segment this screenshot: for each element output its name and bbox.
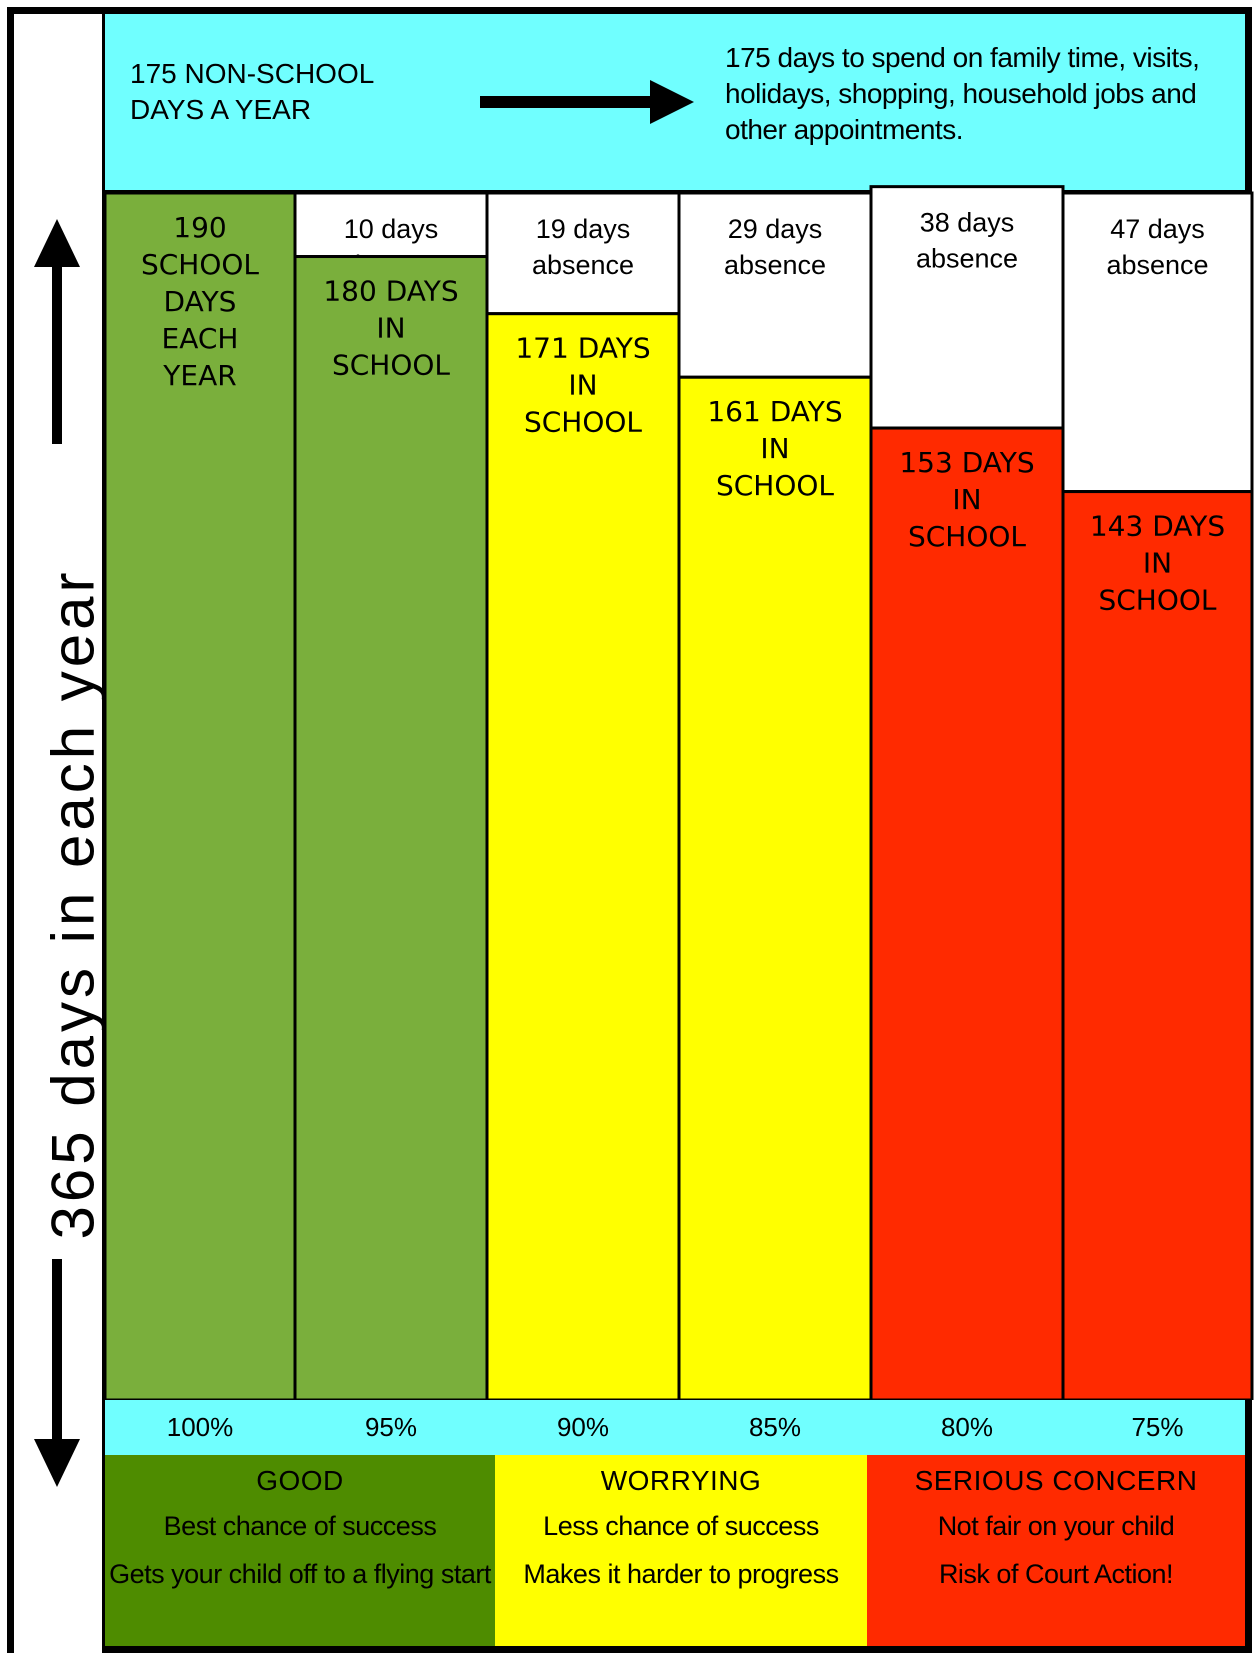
down-arrow-shaft <box>52 1259 62 1444</box>
absence-bar-4 <box>869 185 1065 430</box>
legend-line: Gets your child off to a flying start <box>109 1559 491 1589</box>
school-days-label: SCHOOL <box>332 349 450 382</box>
school-days-bar-1 <box>293 255 489 1400</box>
school-days-label: 171 DAYS <box>515 332 650 365</box>
school-days-label: IN <box>760 432 789 465</box>
school-days-label: 143 DAYS <box>1090 510 1225 543</box>
percent-label: 85% <box>748 1412 802 1442</box>
legend-title: WORRYING <box>600 1465 762 1496</box>
percent-label: 75% <box>1131 1412 1184 1442</box>
school-days-label: IN <box>376 312 405 345</box>
percent-label: 100% <box>166 1412 234 1442</box>
legend-serious-concern: SERIOUS CONCERN Not fair on your child Ris… <box>867 1455 1245 1653</box>
right-arrow-icon <box>650 80 694 124</box>
up-arrow-icon <box>34 219 80 267</box>
y-axis-panel: 365 days in each year <box>14 14 107 1653</box>
attendance-percent-band: 100% 95% 90% 85% 80% 75% <box>105 1400 1245 1455</box>
bottom-rule <box>105 1646 1245 1653</box>
absence-label: 38 days <box>920 208 1015 238</box>
school-days-label: SCHOOL <box>716 469 834 502</box>
school-days-label: 180 DAYS <box>323 275 458 308</box>
school-days-bar-0 <box>103 191 297 1400</box>
school-days-bar-5 <box>1061 490 1254 1400</box>
non-school-days-banner: 175 NON-SCHOOL DAYS A YEAR 175 days to s… <box>105 14 1245 193</box>
percent-label: 90% <box>556 1412 610 1442</box>
absence-bar-2 <box>485 191 681 316</box>
school-days-label: DAYS <box>164 285 237 318</box>
absence-label: 29 days <box>728 214 823 244</box>
school-days-label: SCHOOL <box>141 248 259 281</box>
attendance-bar-chart: 190 SCHOOL DAYS EACH YEAR 10 days absence 180 D… <box>103 185 1254 1400</box>
up-arrow-shaft <box>52 259 62 444</box>
school-days-label: IN <box>1143 547 1172 580</box>
absence-label: absence <box>1106 250 1208 280</box>
school-days-label: IN <box>952 483 981 516</box>
absence-label: 19 days <box>536 214 631 244</box>
legend-line: Less chance of success <box>543 1511 819 1541</box>
legend-line: Risk of Court Action! <box>938 1559 1174 1589</box>
school-days-label: SCHOOL <box>1098 584 1216 617</box>
bottom-rule-line <box>105 1646 1245 1653</box>
legend-line: Not fair on your child <box>937 1511 1175 1541</box>
school-days-bar-3 <box>677 375 873 1400</box>
legend-title: GOOD <box>256 1465 344 1496</box>
school-days-label: 153 DAYS <box>899 446 1034 479</box>
school-days-label: YEAR <box>162 359 236 392</box>
percent-label: 95% <box>364 1412 418 1442</box>
school-days-bar-4 <box>869 426 1065 1400</box>
legend-line: Best chance of success <box>163 1511 437 1541</box>
down-arrow-icon <box>34 1439 80 1487</box>
absence-bar-1 <box>293 191 489 259</box>
legend-good: GOOD Best chance of success Gets your chil… <box>105 1455 495 1653</box>
school-days-label: SCHOOL <box>908 520 1026 553</box>
absence-bar-3 <box>677 191 873 379</box>
right-arrow-shaft <box>480 96 650 108</box>
absence-label: 47 days <box>1110 214 1205 244</box>
absence-label: absence <box>916 244 1018 274</box>
absence-label: absence <box>724 250 826 280</box>
school-days-bar-2 <box>485 312 681 1400</box>
absence-label: 10 days <box>344 214 439 244</box>
absence-label: absence <box>532 250 634 280</box>
non-school-days-description: 175 days to spend on family time, visits… <box>725 42 1200 145</box>
school-days-label: EACH <box>162 322 239 355</box>
legend-title: SERIOUS CONCERN <box>914 1465 1198 1496</box>
school-days-label: 190 <box>173 211 226 244</box>
attendance-legend: GOOD Best chance of success Gets your chil… <box>105 1455 1245 1653</box>
legend-line: Makes it harder to progress <box>523 1559 839 1589</box>
percent-label: 80% <box>940 1412 994 1442</box>
school-days-label: 161 DAYS <box>707 395 842 428</box>
school-days-label: SCHOOL <box>524 406 642 439</box>
legend-worrying: WORRYING Less chance of success Makes it h… <box>495 1455 867 1653</box>
school-days-label: IN <box>568 369 597 402</box>
non-school-days-label: 175 NON-SCHOOL DAYS A YEAR <box>130 58 375 125</box>
